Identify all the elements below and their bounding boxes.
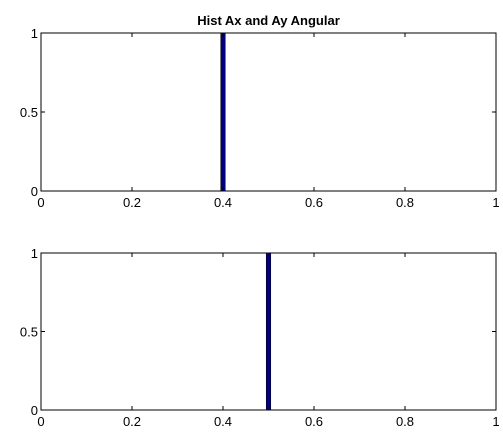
x-tick-label: 0.8 [396,414,414,429]
y-tick-label: 0.5 [20,325,38,340]
chart-title: Hist Ax and Ay Angular [197,13,340,28]
y-tick-label: 0.5 [20,105,38,120]
x-tick-label: 0 [37,414,44,429]
bar [265,252,272,411]
x-tick-label: 0.2 [123,195,141,210]
x-tick-label: 0 [37,195,44,210]
subplot-1: 0 0.2 0.4 0.6 0.8 1 0 0.5 1 Hist Ax and Ay Angula… [20,13,500,210]
axes-box [40,32,497,192]
x-tick-label: 0.8 [396,195,414,210]
x-tick-label: 1 [492,195,499,210]
x-tick-label: 0.4 [214,195,232,210]
bar [220,32,226,192]
y-tick-label: 0 [31,184,38,199]
x-tick-label: 0.6 [305,414,323,429]
x-tick-label: 1 [492,414,499,429]
x-tick-label: 0.4 [214,414,232,429]
x-tick-label: 0.2 [123,414,141,429]
x-tick-label: 0.6 [305,195,323,210]
subplot-2: 0 0.2 0.4 0.6 0.8 1 0 0.5 1 [20,246,500,429]
y-tick-label: 0 [31,403,38,418]
y-tick-label: 1 [31,246,38,261]
y-tick-label: 1 [31,26,38,41]
